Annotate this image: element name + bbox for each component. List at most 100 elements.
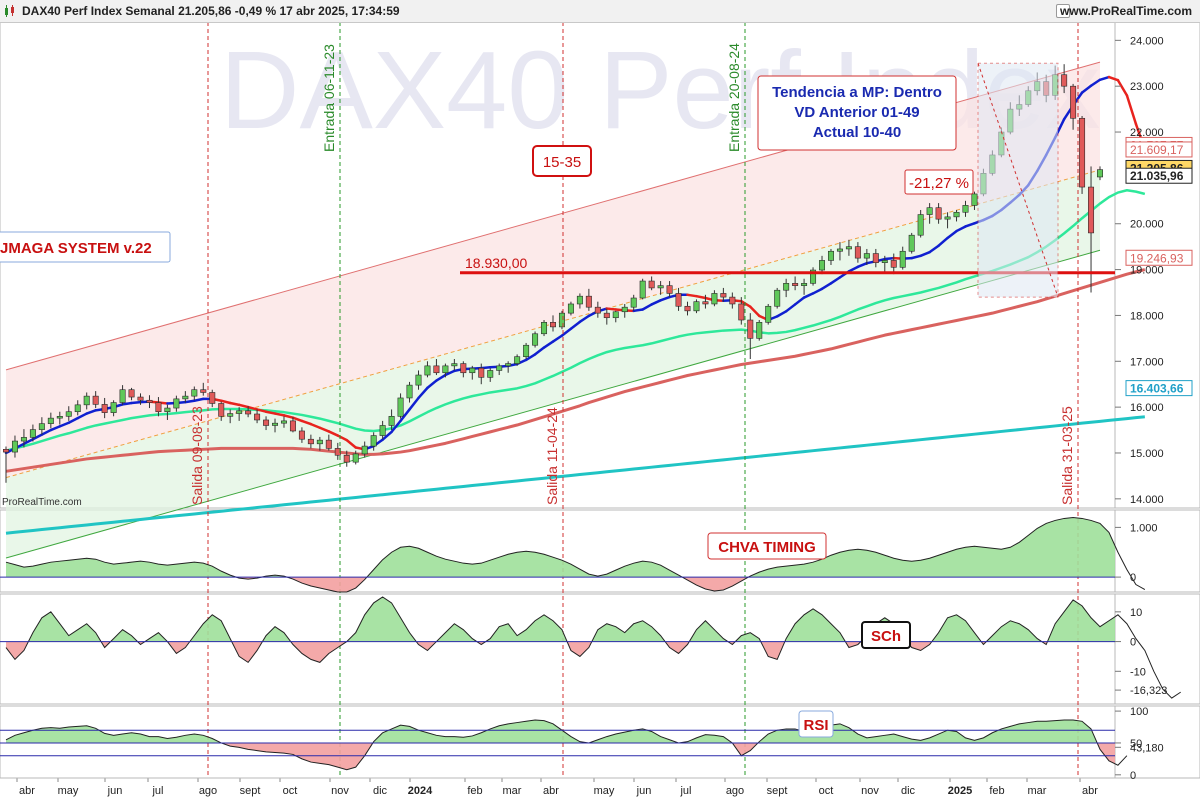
candle-up xyxy=(962,205,969,213)
candle-down xyxy=(792,283,799,286)
candle-up xyxy=(917,214,924,236)
x-tick-label: may xyxy=(58,785,79,797)
x-tick-label: dic xyxy=(373,785,388,797)
price-tick-label: 15.000 xyxy=(1130,448,1164,460)
price-label: 16.403,66 xyxy=(1130,382,1184,396)
x-tick-label: may xyxy=(594,785,615,797)
candle-up xyxy=(630,297,637,308)
ema-fast-segment xyxy=(130,400,142,405)
ema-fast-segment xyxy=(40,428,53,436)
ema-fast-segment xyxy=(309,422,322,430)
ema-fast-segment xyxy=(381,430,393,441)
candle-up xyxy=(74,404,81,413)
price-label-box xyxy=(1125,141,1193,158)
candle-down xyxy=(254,413,261,421)
candle-up xyxy=(191,389,198,397)
candle-down xyxy=(1070,85,1077,119)
ema-fast-segment xyxy=(228,401,241,407)
price-tick-label: 17.000 xyxy=(1130,356,1164,368)
ema-fast-segment xyxy=(58,421,71,428)
chart-title: DAX40 Perf Index Semanal 21.205,86 -0,49… xyxy=(22,4,400,18)
candle-up xyxy=(711,293,718,305)
candle-up xyxy=(783,283,790,291)
chart-type-icon[interactable] xyxy=(3,4,17,18)
ema-fast-segment xyxy=(856,261,869,269)
candle-up xyxy=(657,285,664,289)
candle-up xyxy=(272,422,279,426)
candle-down xyxy=(298,430,305,440)
candle-up xyxy=(819,260,826,271)
candle-up xyxy=(56,416,63,419)
price-tick-label: 20.000 xyxy=(1130,219,1164,231)
candle-down xyxy=(684,305,691,312)
ema-fast-segment xyxy=(237,403,250,409)
candle-down xyxy=(92,395,99,405)
ema-fast-segment xyxy=(695,294,707,300)
ema-fast-segment xyxy=(919,250,931,258)
ema-fast-segment xyxy=(390,419,402,434)
channel-upper-fill xyxy=(6,62,1100,478)
x-tick-label: nov xyxy=(331,785,349,797)
x-tick-label: oct xyxy=(283,785,298,797)
price-tick-label: 22.000 xyxy=(1130,127,1164,139)
candle-down xyxy=(854,246,861,259)
ema-fast-segment xyxy=(883,256,896,261)
ema-fast-segment xyxy=(444,369,456,377)
candle-up xyxy=(11,440,18,453)
candle-down xyxy=(325,439,332,449)
x-tick-label: feb xyxy=(467,785,482,797)
candle-up xyxy=(406,384,413,399)
candle-down xyxy=(460,363,467,374)
ema-fast-segment xyxy=(282,414,295,419)
x-tick-label: ago xyxy=(726,785,744,797)
ema-fast-segment xyxy=(1116,78,1129,97)
ema-fast-segment xyxy=(524,353,537,362)
ema-fast-segment xyxy=(650,299,662,306)
candle-up xyxy=(20,437,27,442)
ema-fast-segment xyxy=(399,408,411,423)
candle-down xyxy=(478,367,485,378)
candle-up xyxy=(182,395,189,400)
ema-fast-segment xyxy=(121,401,133,406)
candle-down xyxy=(1079,117,1086,188)
trend-line1: Tendencia a MP: Dentro xyxy=(772,84,942,101)
chva-area-positive xyxy=(6,517,1115,578)
candle-down xyxy=(433,365,440,374)
candle-down xyxy=(101,404,108,413)
ema-fast-segment xyxy=(273,412,286,417)
candle-up xyxy=(765,305,772,323)
candle-up xyxy=(1097,169,1103,178)
ema-fast-segment xyxy=(435,373,447,382)
candle-up xyxy=(881,260,888,264)
ema-fast-segment xyxy=(847,265,860,273)
trend-line3: Actual 10-40 xyxy=(813,124,901,141)
candle-down xyxy=(675,293,682,307)
rsi-tick-label: 100 xyxy=(1130,706,1148,718)
x-tick-label: abr xyxy=(19,785,35,797)
ema-fast-segment xyxy=(784,303,797,313)
candle-up xyxy=(173,398,180,409)
price-label-box xyxy=(1125,380,1193,397)
candle-down xyxy=(209,392,216,404)
candle-up xyxy=(523,344,530,357)
x-tick-label: ago xyxy=(199,785,217,797)
candle-down xyxy=(747,319,754,339)
ema-fast-segment xyxy=(560,327,573,337)
candle-up xyxy=(361,445,368,455)
x-tick-label: oct xyxy=(819,785,834,797)
x-tick-label: feb xyxy=(989,785,1004,797)
channel-lower-line xyxy=(5,249,1101,559)
price-tick-label: 16.000 xyxy=(1130,402,1164,414)
settings-button[interactable] xyxy=(1056,4,1070,18)
ema-fast-segment xyxy=(49,425,62,432)
candle-up xyxy=(971,193,978,206)
candle-up xyxy=(397,397,404,417)
candle-up xyxy=(227,413,234,417)
ema-fast-segment xyxy=(1125,94,1138,126)
candle-down xyxy=(307,438,314,445)
ema-fast-segment xyxy=(551,334,564,343)
ema-fast-segment xyxy=(291,416,304,423)
rsi-title: RSI xyxy=(803,717,828,734)
candle-down xyxy=(594,306,601,314)
